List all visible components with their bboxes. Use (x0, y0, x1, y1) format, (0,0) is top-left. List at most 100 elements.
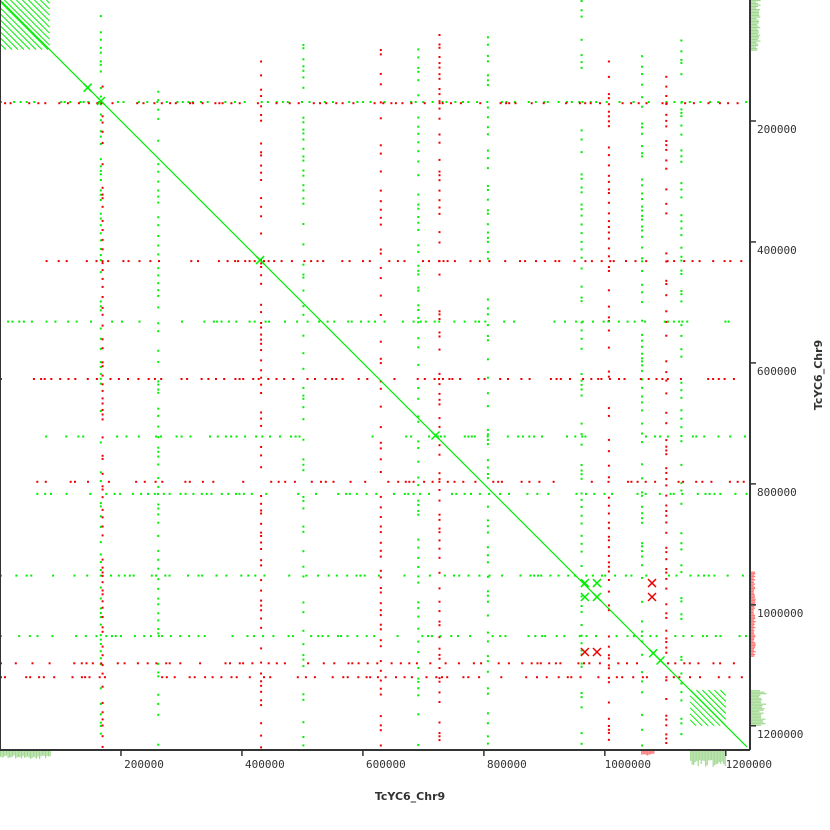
alignment-dot (77, 435, 80, 438)
alignment-dot (157, 170, 160, 173)
alignment-dot (417, 581, 420, 584)
alignment-dot (580, 337, 583, 340)
alignment-dot (680, 613, 683, 616)
alignment-dot (630, 480, 633, 483)
alignment-dot (665, 546, 668, 549)
alignment-dot (486, 687, 489, 690)
alignment-dot (500, 676, 503, 679)
alignment-dot (157, 391, 160, 394)
alignment-dot (486, 36, 489, 39)
alignment-dot (438, 141, 441, 144)
alignment-dot (71, 676, 74, 679)
alignment-dot (188, 480, 191, 483)
alignment-dot (302, 643, 305, 646)
alignment-dot (157, 485, 160, 488)
alignment-dot (680, 548, 683, 551)
alignment-dot (267, 260, 270, 263)
alignment-dot (607, 570, 610, 573)
alignment-dot (686, 320, 689, 323)
alignment-dot (203, 320, 206, 323)
alignment-dot (379, 216, 382, 219)
alignment-dot (216, 435, 219, 438)
alignment-dot (260, 164, 263, 167)
alignment-dot (122, 260, 125, 263)
alignment-dot (412, 492, 415, 495)
alignment-dot (347, 662, 350, 665)
alignment-dot (486, 631, 489, 634)
alignment-dot (459, 102, 462, 105)
repeat-line (0, 37, 13, 50)
histogram-bar (751, 718, 766, 720)
dotted-track (157, 90, 160, 746)
alignment-dot (641, 291, 644, 294)
alignment-dot (162, 492, 165, 495)
alignment-dot (530, 662, 533, 665)
alignment-dot (69, 480, 72, 483)
alignment-dot (617, 662, 620, 665)
alignment-dot (692, 102, 695, 105)
alignment-dot (632, 101, 635, 103)
alignment-dot (11, 320, 14, 323)
alignment-dot (607, 657, 610, 660)
alignment-dot (641, 395, 644, 398)
alignment-dot (665, 212, 668, 215)
alignment-dot (260, 74, 263, 77)
histogram-bar (1, 751, 3, 758)
alignment-dot (445, 101, 448, 103)
alignment-dot (237, 260, 240, 263)
alignment-dot (486, 505, 489, 508)
alignment-dot (101, 130, 104, 133)
alignment-dot (486, 525, 489, 528)
repeat-line (22, 0, 50, 28)
alignment-dot (58, 102, 61, 105)
alignment-dot (451, 492, 453, 495)
alignment-dot (665, 724, 668, 727)
alignment-dot (680, 196, 683, 199)
alignment-dot (549, 378, 552, 380)
alignment-dot (632, 635, 635, 638)
histogram-bar (715, 751, 717, 765)
alignment-dot (84, 676, 87, 679)
alignment-marks (0, 0, 748, 749)
alignment-dot (563, 635, 566, 638)
alignment-dot (260, 684, 263, 687)
histogram-bar (696, 751, 698, 762)
histogram-bar (691, 751, 693, 765)
alignment-dot (86, 574, 89, 577)
alignment-dot (248, 260, 251, 263)
alignment-dot (175, 435, 178, 438)
alignment-dot (641, 283, 644, 286)
alignment-dot (302, 565, 305, 568)
alignment-dot (736, 480, 739, 483)
alignment-dot (379, 248, 382, 251)
cluster-mark (592, 592, 602, 602)
alignment-dot (147, 378, 150, 380)
histogram-bar (751, 7, 757, 9)
alignment-dot (486, 149, 489, 152)
dotted-track (302, 44, 305, 747)
alignment-dot (59, 378, 62, 380)
alignment-dot (260, 564, 263, 567)
alignment-dot (698, 260, 701, 263)
alignment-dot (438, 348, 441, 351)
alignment-dot (607, 346, 610, 349)
cluster-mark (83, 83, 93, 93)
alignment-dot (160, 378, 163, 380)
alignment-dot (260, 548, 263, 550)
alignment-dot (261, 435, 264, 438)
alignment-dot (630, 574, 633, 577)
alignment-dot (665, 392, 668, 395)
alignment-dot (486, 594, 489, 597)
alignment-dot (723, 378, 726, 380)
histogram-bar (751, 588, 756, 590)
alignment-dot (645, 435, 647, 438)
alignment-dot (486, 157, 489, 160)
alignment-dot (444, 662, 447, 665)
alignment-dot (665, 159, 668, 162)
alignment-dot (636, 492, 639, 495)
alignment-dot (486, 735, 489, 738)
histogram-bar (751, 601, 756, 603)
histogram-bar (644, 751, 646, 755)
alignment-dot (546, 101, 549, 103)
histogram-bar (27, 751, 29, 757)
